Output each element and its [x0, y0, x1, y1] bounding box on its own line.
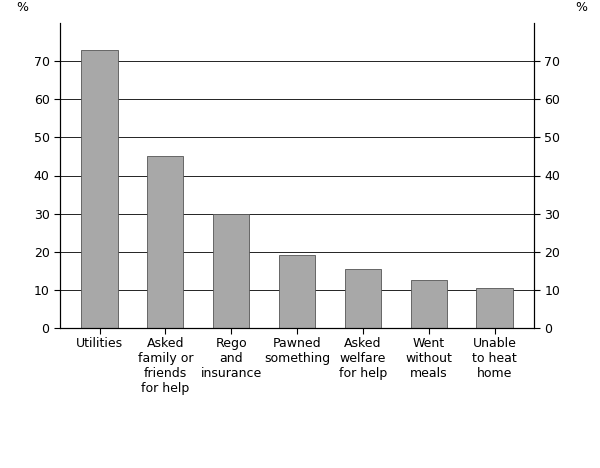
- Bar: [213, 213, 249, 328]
- Text: %: %: [16, 1, 28, 14]
- Text: %: %: [575, 1, 587, 14]
- Bar: [82, 50, 118, 328]
- Bar: [410, 280, 447, 328]
- Bar: [345, 269, 381, 328]
- Bar: [147, 156, 184, 328]
- Bar: [279, 256, 315, 328]
- Bar: [476, 288, 512, 328]
